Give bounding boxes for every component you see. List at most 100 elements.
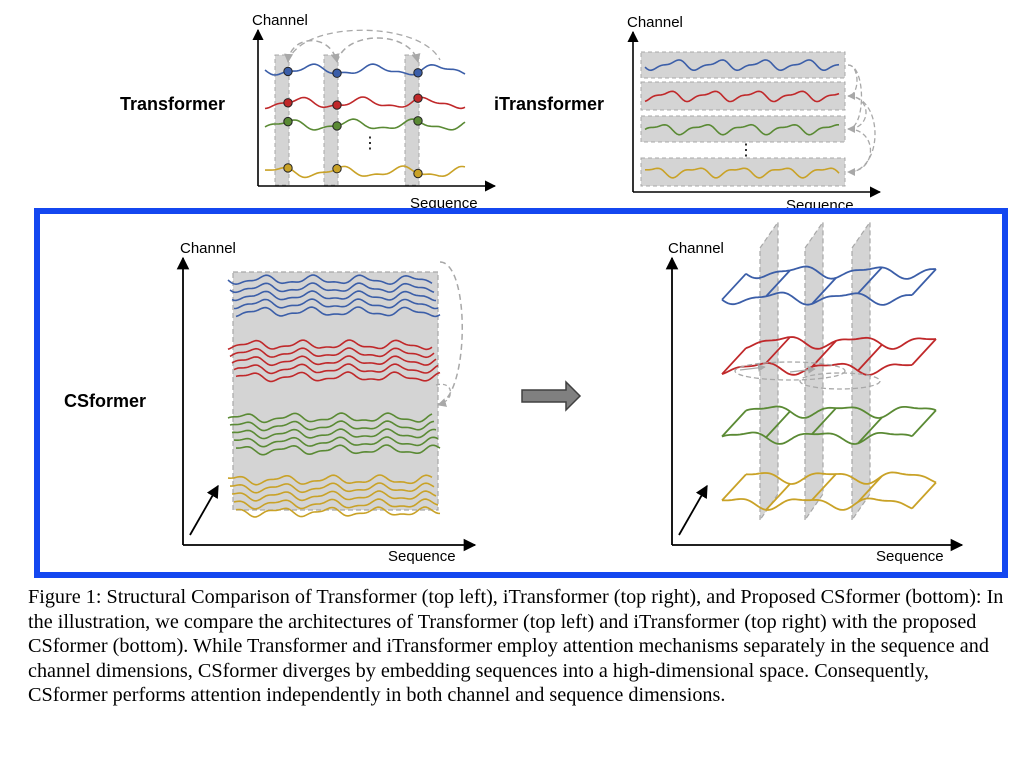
csformer-right-xlabel: Sequence xyxy=(876,548,944,565)
transformer-title: Transformer xyxy=(120,94,225,114)
itransformer-attention-arcs xyxy=(847,64,876,176)
channel-wave xyxy=(644,59,840,72)
channel-ribbon-rung xyxy=(857,416,883,445)
figure-caption: Figure 1: Structural Comparison of Trans… xyxy=(28,586,1004,707)
embedded-wave xyxy=(230,482,435,494)
transformer-ellipsis: ⋮ xyxy=(362,135,378,152)
attention-arc xyxy=(336,37,421,63)
channel-ribbon-rung xyxy=(857,475,883,503)
itransformer-channel-bands xyxy=(640,51,846,187)
csformer-attention-block xyxy=(232,271,439,511)
embedded-wave xyxy=(234,298,439,310)
csformer-sequence-attention-ring xyxy=(734,361,846,381)
channel-wave xyxy=(264,118,466,131)
transformer-xlabel: Sequence xyxy=(410,195,478,212)
token-point xyxy=(283,116,293,127)
csformer-title: CSformer xyxy=(64,391,146,411)
channel-wave xyxy=(264,165,466,179)
token-point xyxy=(413,68,423,78)
channel-band xyxy=(640,157,846,187)
token-point xyxy=(413,168,423,179)
embedded-wave xyxy=(235,371,441,383)
csformer-sequence-slabs xyxy=(759,220,871,522)
itransformer-title: iTransformer xyxy=(494,94,604,114)
token-point xyxy=(413,116,423,126)
token-point xyxy=(283,66,293,77)
channel-ribbon-edge xyxy=(745,405,937,419)
embedded-wave xyxy=(231,428,437,440)
channel-ribbon-rung xyxy=(911,268,937,296)
embedded-wave xyxy=(236,444,441,456)
csformer-frame xyxy=(34,208,1008,578)
csformer-right-embedding-axis xyxy=(678,484,708,536)
csformer-channel-attention-arc xyxy=(437,261,463,407)
csformer-ylabel: Channel xyxy=(180,240,236,257)
channel-wave xyxy=(264,63,466,76)
csformer-channel-attention-arc-inner xyxy=(435,383,452,405)
embedded-wave xyxy=(231,490,437,502)
channel-band xyxy=(640,51,846,79)
channel-wave xyxy=(264,96,466,110)
token-point xyxy=(283,163,293,173)
csformer-right-panel: Channel Sequence xyxy=(665,220,964,565)
embedded-wave xyxy=(233,363,439,375)
channel-ribbon-rung xyxy=(765,410,791,438)
attention-arc xyxy=(847,64,863,133)
channel-ribbon-edge xyxy=(745,336,937,350)
csformer-sequence-attention-ring xyxy=(799,372,881,390)
channel-ribbon-rung xyxy=(857,266,883,294)
transformer-time-bands xyxy=(274,54,420,186)
channel-ribbon-rung xyxy=(911,481,937,510)
channel-ribbon-edge xyxy=(721,497,913,511)
csformer-embedded-waves xyxy=(227,274,441,518)
csformer-right-ylabel: Channel xyxy=(668,240,724,257)
channel-ribbon-edge xyxy=(745,471,937,485)
figure-diagram: Transformer ⋮ Channel Sequence iTransfor… xyxy=(34,12,1008,578)
token-point xyxy=(332,68,342,78)
channel-ribbon-rung xyxy=(765,269,791,297)
csformer-sequence-attention-arrow xyxy=(739,363,766,372)
csformer-sequence-attention-arrow xyxy=(789,365,816,374)
channel-ribbon-rung xyxy=(721,347,747,375)
embedded-wave xyxy=(231,355,437,367)
itransformer-ylabel: Channel xyxy=(627,14,683,31)
itransformer-panel: iTransformer ⋮ Channel Sequence xyxy=(494,14,882,214)
channel-ribbon-rung xyxy=(811,473,837,501)
channel-ribbon-rung xyxy=(811,277,837,305)
attention-arc xyxy=(847,128,871,176)
csformer-embedding-axis xyxy=(189,484,219,536)
channel-wave xyxy=(644,90,840,103)
embedded-wave xyxy=(235,306,441,318)
attention-arc xyxy=(284,39,340,63)
itransformer-channel-waves xyxy=(644,59,840,179)
embedded-wave xyxy=(229,420,435,432)
embedded-wave xyxy=(231,290,437,302)
channel-ribbon-rung xyxy=(811,407,837,435)
itransformer-ellipsis: ⋮ xyxy=(738,142,754,159)
transition-arrow-icon xyxy=(521,380,582,412)
csformer-channel-ribbons xyxy=(721,265,937,511)
token-point xyxy=(413,93,423,103)
embedded-wave xyxy=(227,412,433,424)
channel-ribbon-rung xyxy=(721,409,747,438)
channel-ribbon-rung xyxy=(721,273,747,301)
transformer-panel: Transformer ⋮ Channel Sequence xyxy=(120,12,497,212)
channel-ribbon-rung xyxy=(721,473,747,501)
channel-ribbon-edge xyxy=(721,291,913,306)
csformer-xlabel: Sequence xyxy=(388,548,456,565)
channel-band xyxy=(640,115,846,143)
channel-ribbon-edge xyxy=(721,431,913,445)
transformer-channel-waves xyxy=(264,63,466,179)
channel-ribbon-rung xyxy=(765,483,791,511)
transformer-attention-arcs xyxy=(284,29,441,63)
channel-ribbon-edge xyxy=(745,265,937,280)
sequence-slab xyxy=(851,220,871,522)
transformer-token-points xyxy=(283,66,423,179)
embedded-wave xyxy=(235,506,441,518)
embedded-wave xyxy=(229,282,435,294)
channel-wave xyxy=(644,123,839,136)
channel-wave xyxy=(645,167,840,179)
token-point xyxy=(332,121,342,131)
channel-ribbon-edge xyxy=(721,362,913,376)
channel-ribbon-rung xyxy=(911,409,937,437)
